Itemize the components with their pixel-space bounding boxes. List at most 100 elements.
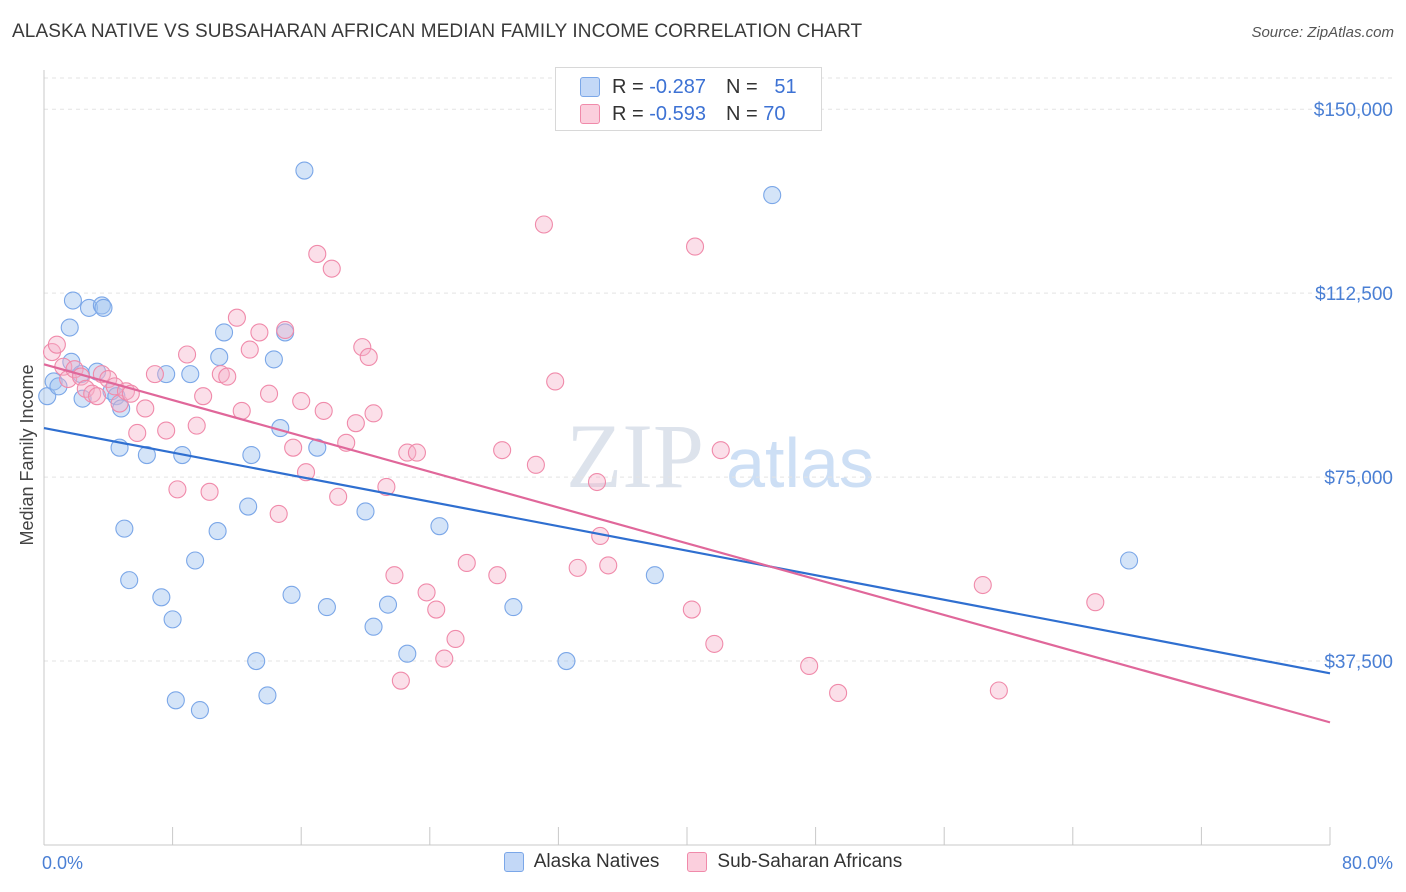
subsaharan-point [269, 504, 288, 523]
subsaharan-point [398, 443, 417, 462]
alaska-point [210, 347, 229, 366]
subsaharan-point [568, 558, 587, 577]
alaska-point [60, 318, 79, 337]
watermark-zip: ZIP [566, 405, 704, 507]
subsaharan-point [128, 423, 147, 443]
alaska-point [308, 438, 327, 457]
x-tick-label-max: 80.0% [1341, 853, 1393, 873]
subsaharan-point [284, 438, 303, 457]
y-tick-label: $112,500 [1315, 284, 1393, 305]
subsaharan-point [200, 482, 219, 501]
alaska-trend-line [43, 426, 1331, 675]
watermark-atlas: atlas [726, 424, 874, 502]
subsaharan-point [1086, 593, 1105, 612]
subsaharan-point [711, 441, 730, 460]
subsaharan-point [240, 340, 259, 359]
alaska-point [364, 617, 383, 636]
alaska-point [247, 652, 266, 671]
alaska-point [73, 389, 92, 408]
alaska-point [258, 686, 277, 705]
subsaharan-point [526, 455, 545, 474]
alaska-point [1120, 551, 1139, 570]
trend-lines [43, 363, 1331, 724]
grid-lines [44, 77, 1395, 662]
alaska-point [94, 298, 113, 317]
subsaharan-point [446, 629, 465, 649]
subsaharan-point [218, 367, 237, 386]
subsaharan-point [417, 583, 436, 602]
alaska-point [295, 161, 314, 180]
subsaharan-point [187, 416, 206, 435]
subsaharan-point [353, 338, 372, 357]
r-value-alaska: -0.287 [649, 75, 706, 98]
subsaharan-point [973, 575, 992, 595]
subsaharan-point [47, 335, 66, 354]
subsaharan-point [599, 556, 618, 575]
subsaharan-point [435, 649, 454, 668]
subsaharan-point [457, 553, 476, 573]
subsaharan-point [685, 237, 705, 256]
alaska-point [282, 585, 301, 604]
alaska-point [378, 595, 398, 614]
alaska-point [63, 291, 82, 310]
subsaharan-point [250, 323, 269, 342]
subsaharan-point [145, 365, 164, 384]
source-label: Source: ZipAtlas.com [1251, 24, 1394, 41]
alaska-point [166, 691, 185, 710]
alaska-point [49, 377, 68, 396]
subsaharan-point [364, 404, 383, 423]
legend-swatch-alaska [503, 852, 524, 872]
subsaharan-swatch [580, 104, 600, 124]
alaska-point [163, 610, 182, 629]
subsaharan-point [276, 320, 295, 340]
subsaharan-point [587, 472, 607, 492]
axes [43, 70, 1331, 846]
y-tick-labels: $37,500 $75,000 $112,500 $150,000 [1314, 100, 1393, 673]
n-value-alaska: 51 [774, 75, 797, 98]
x-tick-label-min: 0.0% [42, 853, 84, 873]
alaska-point [115, 519, 134, 538]
alaska-point [264, 350, 283, 369]
alaska-point [356, 502, 375, 521]
chart-legend: Alaska Natives Sub-Saharan Africans [0, 851, 1406, 873]
alaska-point [398, 644, 417, 663]
subsaharan-point [322, 259, 341, 278]
alaska-point [430, 517, 449, 536]
alaska-point [763, 186, 782, 205]
subsaharan-point [534, 215, 553, 234]
legend-label-alaska: Alaska Natives [533, 851, 660, 872]
r-value-subsaharan: -0.593 [649, 102, 706, 125]
subsaharan-point [391, 671, 410, 690]
r-label: R = [612, 75, 644, 98]
alaska-point [645, 566, 664, 585]
subsaharan-point [385, 566, 404, 585]
subsaharan-point [829, 683, 848, 702]
subsaharan-point [800, 656, 819, 676]
alaska-point [120, 571, 139, 590]
subsaharan-point [308, 244, 327, 263]
subsaharan-point [259, 384, 279, 403]
subsaharan-point [136, 399, 155, 418]
subsaharan-point [83, 384, 102, 403]
subsaharan-point [87, 387, 107, 406]
stats-box: R = -0.287 N = 51 R = -0.593 N = 70 [555, 67, 822, 131]
y-tick-label: $150,000 [1314, 100, 1393, 121]
subsaharan-point [227, 308, 246, 327]
subsaharan-point [493, 441, 512, 460]
alaska-point [186, 551, 205, 570]
alaska-point [557, 652, 576, 671]
n-label: N = [725, 75, 758, 98]
legend-item-subsaharan-africans[interactable]: Sub-Saharan Africans [687, 851, 902, 873]
subsaharan-point [346, 414, 365, 433]
subsaharan-point [989, 681, 1008, 700]
subsaharan-point [157, 421, 176, 440]
chart-title: ALASKA NATIVE VS SUBSAHARAN AFRICAN MEDI… [12, 21, 863, 42]
y-axis-label: Median Family Income [17, 364, 37, 545]
stats-row-alaska: R = -0.287 N = 51 [580, 74, 797, 100]
subsaharan-point [194, 387, 213, 406]
subsaharan-point [427, 600, 446, 619]
legend-item-alaska-natives[interactable]: Alaska Natives [503, 851, 660, 873]
subsaharan-point [407, 443, 426, 462]
alaska-point [190, 701, 209, 720]
